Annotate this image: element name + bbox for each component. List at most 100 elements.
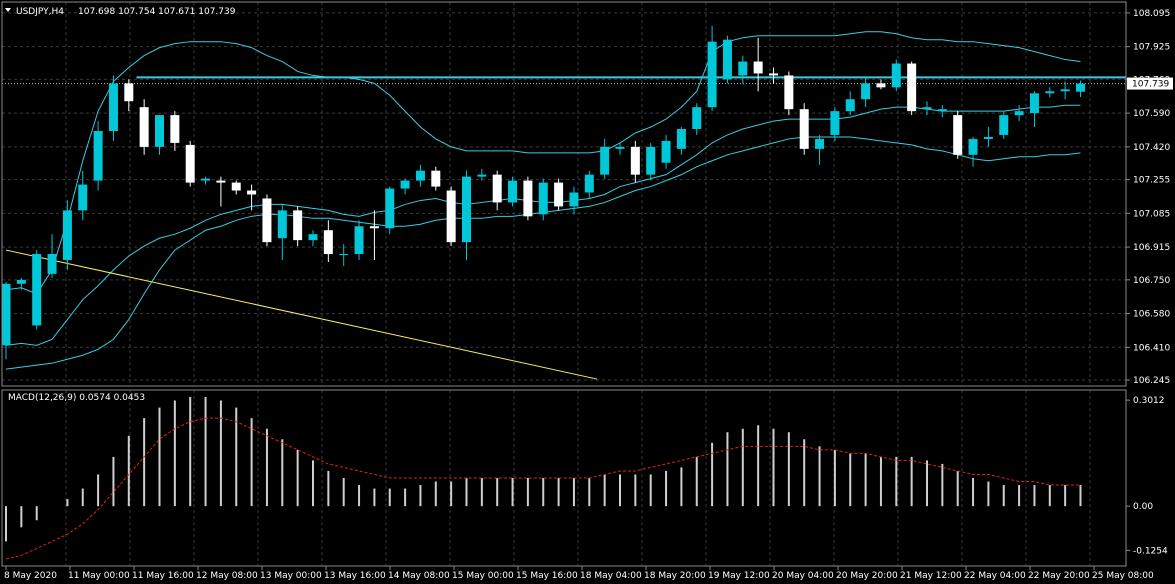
bear-candle xyxy=(323,230,333,255)
time-tick-label: 22 May 04:00 xyxy=(964,571,1026,581)
price-tick-label: 107.420 xyxy=(1133,143,1170,153)
bull-candle xyxy=(93,130,103,181)
bull-candle xyxy=(1076,83,1085,92)
time-tick-label: 18 May 04:00 xyxy=(580,571,642,581)
time-tick-label: 14 May 08:00 xyxy=(388,571,450,581)
bear-candle xyxy=(769,73,778,76)
bear-candle xyxy=(799,109,809,149)
bull-candle xyxy=(47,254,57,274)
bull-candle xyxy=(891,63,901,88)
trendline[interactable] xyxy=(5,249,598,380)
bull-candle xyxy=(738,61,748,76)
bull-candle xyxy=(385,188,395,229)
bull-candle xyxy=(32,254,42,326)
bear-candle xyxy=(247,190,257,195)
macd-signal-line xyxy=(5,417,1081,560)
price-tick-label: 108.095 xyxy=(1133,9,1170,19)
bear-candle xyxy=(523,180,533,217)
bull-candle xyxy=(339,254,349,256)
bollinger-upper xyxy=(5,31,1081,295)
bull-candle xyxy=(845,99,855,112)
time-tick-label: 11 May 16:00 xyxy=(132,571,194,581)
bull-candle xyxy=(830,111,840,135)
bull-candle xyxy=(1,283,11,346)
macd-header: MACD(12,26,9) 0.0574 0.0453 xyxy=(8,393,145,403)
bull-candle xyxy=(692,107,702,130)
time-tick-label: 19 May 12:00 xyxy=(708,571,770,581)
bear-candle xyxy=(431,170,441,187)
bull-candle xyxy=(676,129,686,149)
bull-candle xyxy=(62,210,72,260)
bull-candle xyxy=(661,140,671,163)
price-tick-label: 106.915 xyxy=(1133,243,1170,253)
symbol-header: USDJPY,H4 xyxy=(16,7,64,17)
price-tick-label: 107.085 xyxy=(1133,209,1170,219)
time-tick-label: 11 May 00:00 xyxy=(68,571,130,581)
bull-candle xyxy=(354,226,364,255)
price-tick-label: 106.410 xyxy=(1133,343,1170,353)
bull-candle xyxy=(308,234,318,241)
time-tick-label: 15 May 16:00 xyxy=(516,571,578,581)
macd-axis-labels: 0.3012 0.00 -0.1254 xyxy=(1133,396,1168,556)
bull-candle xyxy=(937,109,947,112)
macd-tick-label: 0.00 xyxy=(1133,502,1153,512)
price-tag-text: 107.739 xyxy=(1132,80,1169,90)
price-tick-label: 106.245 xyxy=(1133,376,1170,386)
macd-tick-label: -0.1254 xyxy=(1133,546,1168,556)
bear-candle xyxy=(446,190,456,243)
time-tick-label: 13 May 00:00 xyxy=(260,571,322,581)
bear-candle xyxy=(876,83,886,88)
bull-candle xyxy=(415,170,425,181)
time-tick-label: 18 May 20:00 xyxy=(644,571,706,581)
bear-candle xyxy=(231,182,241,191)
macd-tick-label: 0.3012 xyxy=(1133,396,1165,406)
time-axis-labels: 8 May 2020 11 May 00:00 11 May 16:00 12 May… xyxy=(4,571,1154,581)
price-tick-label: 107.590 xyxy=(1133,109,1170,119)
price-tick-label: 106.750 xyxy=(1133,276,1170,286)
bull-candle xyxy=(201,178,211,181)
price-tick-label: 107.925 xyxy=(1133,43,1170,53)
time-tick-label: 25 May 08:00 xyxy=(1092,571,1154,581)
bull-candle xyxy=(861,83,871,100)
ohlc-readout: 107.698 107.754 107.671 107.739 xyxy=(78,7,236,17)
bull-candle xyxy=(16,279,26,284)
dropdown-arrow-icon[interactable] xyxy=(5,8,11,12)
bull-candle xyxy=(815,138,825,149)
bull-candle xyxy=(569,192,579,207)
bull-candle xyxy=(600,146,610,175)
bull-candle xyxy=(78,184,88,211)
macd-grid xyxy=(65,390,1091,566)
bull-candle xyxy=(477,174,487,177)
bear-candle xyxy=(170,115,180,143)
bull-candle xyxy=(707,41,717,108)
bear-candle xyxy=(185,144,195,183)
time-tick-label: 20 May 04:00 xyxy=(772,571,834,581)
current-price-tag: 107.739 xyxy=(1127,77,1173,90)
time-tick-label: 8 May 2020 xyxy=(4,571,57,581)
bear-candle xyxy=(784,75,794,110)
bull-candle xyxy=(999,115,1009,135)
price-tick-label: 107.255 xyxy=(1133,176,1170,186)
time-tick-label: 15 May 00:00 xyxy=(452,571,514,581)
bull-candle xyxy=(968,138,978,155)
main-frame xyxy=(1,1,1127,387)
bull-candle xyxy=(155,115,164,147)
bull-candle xyxy=(1060,89,1070,92)
price-tick-label: 106.580 xyxy=(1133,310,1170,320)
bull-candle xyxy=(1014,111,1024,116)
bull-candle xyxy=(508,180,518,203)
bull-candle xyxy=(615,146,625,149)
time-tick-label: 13 May 16:00 xyxy=(324,571,386,581)
macd-signal-polyline xyxy=(5,417,1081,560)
bull-candle xyxy=(922,107,932,110)
bear-candle xyxy=(630,146,640,175)
bull-candle xyxy=(983,136,993,139)
time-tick-label: 21 May 12:00 xyxy=(900,571,962,581)
bull-candle xyxy=(400,180,410,189)
price-tag-box xyxy=(1127,77,1173,90)
macd-frame xyxy=(1,389,1127,567)
bear-candle xyxy=(753,61,763,74)
bear-candle xyxy=(907,63,917,112)
bull-candle xyxy=(1029,93,1039,114)
